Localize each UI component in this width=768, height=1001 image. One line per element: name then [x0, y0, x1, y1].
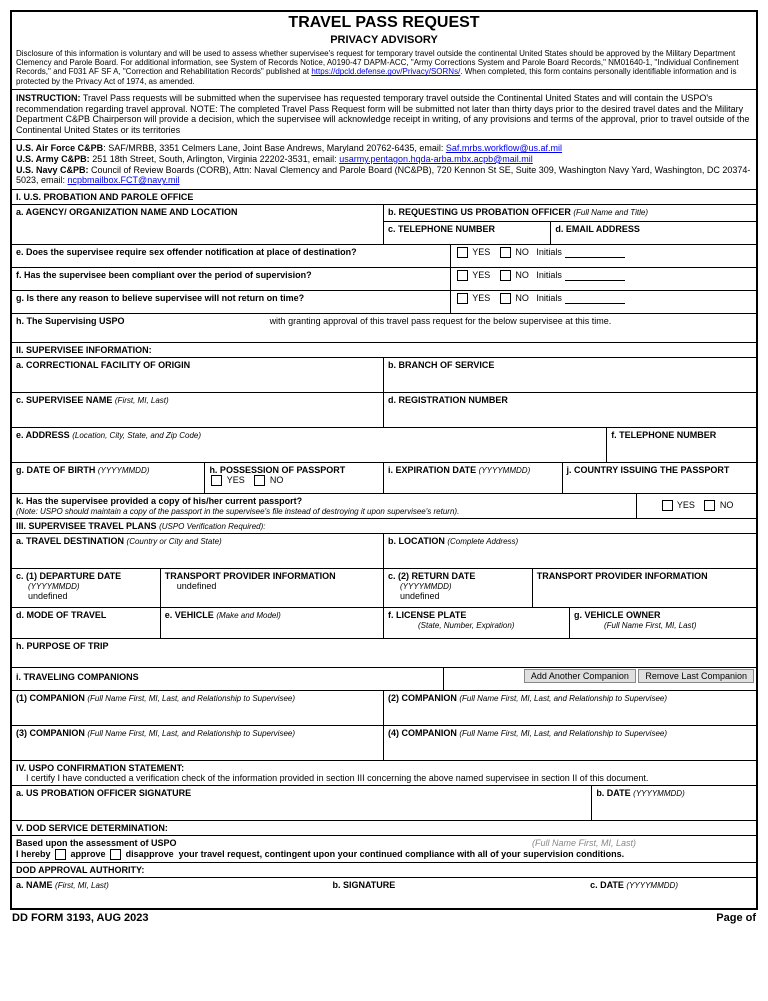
field-2e: e. ADDRESS [16, 430, 70, 440]
field-1a: a. AGENCY/ ORGANIZATION NAME AND LOCATIO… [16, 207, 238, 217]
checkbox-2h-yes[interactable] [211, 475, 222, 486]
field-3c1: c. (1) DEPARTURE DATE [16, 571, 121, 581]
field-4a: a. US PROBATION OFFICER SIGNATURE [16, 788, 191, 798]
row-1f: f. Has the supervisee been compliant ove… [12, 267, 756, 290]
row-2ghij: g. DATE OF BIRTH (YYYYMMDD) h. POSSESSIO… [12, 462, 756, 493]
checkbox-1g-yes[interactable] [457, 293, 468, 304]
form-container: TRAVEL PASS REQUEST PRIVACY ADVISORY Dis… [10, 10, 758, 910]
row-1h: h. The Supervising USPO with granting ap… [12, 313, 756, 342]
field-3tpi2: TRANSPORT PROVIDER INFORMATION [537, 571, 708, 581]
field-3b: b. LOCATION [388, 536, 445, 546]
field-1d: d. EMAIL ADDRESS [555, 224, 640, 234]
section-4-head: IV. USPO CONFIRMATION STATEMENT: I certi… [12, 760, 756, 785]
contacts-block: U.S. Air Force C&PB: SAF/MRBB, 3351 Celm… [12, 139, 756, 189]
row-companions-head: i. TRAVELING COMPANIONS Add Another Comp… [12, 667, 756, 690]
navy-email-link[interactable]: ncpbmailbox.FCT@navy.mil [68, 175, 180, 185]
army-email-link[interactable]: usarmy.pentagon.hqda-arba.mbx.acpb@mail.… [339, 154, 533, 164]
checkbox-approve[interactable] [55, 849, 66, 860]
row-4ab: a. US PROBATION OFFICER SIGNATURE b. DAT… [12, 785, 756, 820]
row-1e: e. Does the supervisee require sex offen… [12, 244, 756, 267]
field-3h: h. PURPOSE OF TRIP [16, 641, 109, 651]
instruction-block: INSTRUCTION: Travel Pass requests will b… [12, 89, 756, 139]
checkbox-1e-yes[interactable] [457, 247, 468, 258]
row-2ab: a. CORRECTIONAL FACILITY OF ORIGIN b. BR… [12, 357, 756, 392]
field-3tpi1: TRANSPORT PROVIDER INFORMATION [165, 571, 336, 581]
field-4b: b. DATE [596, 788, 630, 798]
section-2-head: II. SUPERVISEE INFORMATION: [12, 342, 756, 357]
row-5-based: Based upon the assessment of USPO (Full … [12, 835, 756, 862]
field-2a: a. CORRECTIONAL FACILITY OF ORIGIN [16, 360, 190, 370]
section-3-head: III. SUPERVISEE TRAVEL PLANS (USPO Verif… [12, 518, 756, 533]
af-email-link[interactable]: Saf.mrbs.workflow@us.af.mil [446, 143, 562, 153]
page-number: Page of [716, 912, 756, 924]
checkbox-1f-yes[interactable] [457, 270, 468, 281]
field-2f: f. TELEPHONE NUMBER [611, 430, 716, 440]
field-2c: c. SUPERVISEE NAME [16, 395, 112, 405]
checkbox-1e-no[interactable] [500, 247, 511, 258]
field-2i: i. EXPIRATION DATE [388, 465, 476, 475]
row-3ab: a. TRAVEL DESTINATION (Country or City a… [12, 533, 756, 568]
section-1-head: I. U.S. PROBATION AND PAROLE OFFICE [12, 189, 756, 204]
privacy-text: Disclosure of this information is volunt… [12, 48, 756, 89]
field-5b: b. SIGNATURE [332, 880, 395, 890]
checkbox-disapprove[interactable] [110, 849, 121, 860]
row-1ab: a. AGENCY/ ORGANIZATION NAME AND LOCATIO… [12, 204, 756, 244]
checkbox-2h-no[interactable] [254, 475, 265, 486]
field-1c: c. TELEPHONE NUMBER [388, 224, 495, 234]
field-3f: f. LICENSE PLATE [388, 610, 466, 620]
privacy-subtitle: PRIVACY ADVISORY [12, 34, 756, 48]
form-title: TRAVEL PASS REQUEST [12, 12, 756, 34]
field-3e: e. VEHICLE [165, 610, 214, 620]
checkbox-1g-no[interactable] [500, 293, 511, 304]
form-number: DD FORM 3193, AUG 2023 [12, 912, 149, 924]
field-1b: b. REQUESTING US PROBATION OFFICER [388, 207, 571, 217]
privacy-link[interactable]: https://dpcld.defense.gov/Privacy/SORNs/ [311, 67, 460, 76]
field-2h: h. POSSESSION OF PASSPORT [209, 465, 345, 475]
row-2cd: c. SUPERVISEE NAME (First, MI, Last) d. … [12, 392, 756, 427]
row-5abc: a. NAME (First, MI, Last) b. SIGNATURE c… [12, 877, 756, 908]
field-2d: d. REGISTRATION NUMBER [388, 395, 508, 405]
field-3g: g. VEHICLE OWNER [574, 610, 661, 620]
row-3defg: d. MODE OF TRAVEL e. VEHICLE (Make and M… [12, 607, 756, 638]
field-3c2: c. (2) RETURN DATE [388, 571, 475, 581]
remove-companion-button[interactable]: Remove Last Companion [638, 669, 754, 683]
section-5-head: V. DOD SERVICE DETERMINATION: [12, 820, 756, 835]
row-3c: c. (1) DEPARTURE DATE(YYYYMMDD)undefined… [12, 568, 756, 607]
field-3a: a. TRAVEL DESTINATION [16, 536, 124, 546]
field-5c: c. DATE [590, 880, 624, 890]
checkbox-1f-no[interactable] [500, 270, 511, 281]
dod-head: DOD APPROVAL AUTHORITY: [12, 862, 756, 877]
checkbox-2k-yes[interactable] [662, 500, 673, 511]
field-5a: a. NAME [16, 880, 53, 890]
field-2b: b. BRANCH OF SERVICE [388, 360, 494, 370]
checkbox-2k-no[interactable] [704, 500, 715, 511]
row-comp-12: (1) COMPANION (Full Name First, MI, Last… [12, 690, 756, 725]
field-2j: j. COUNTRY ISSUING THE PASSPORT [567, 465, 730, 475]
row-3h: h. PURPOSE OF TRIP [12, 638, 756, 667]
field-3d: d. MODE OF TRAVEL [16, 610, 106, 620]
form-footer: DD FORM 3193, AUG 2023 Page of [10, 912, 758, 924]
row-2k: k. Has the supervisee provided a copy of… [12, 493, 756, 518]
field-2g: g. DATE OF BIRTH [16, 465, 95, 475]
add-companion-button[interactable]: Add Another Companion [524, 669, 636, 683]
row-1g: g. Is there any reason to believe superv… [12, 290, 756, 313]
row-comp-34: (3) COMPANION (Full Name First, MI, Last… [12, 725, 756, 760]
row-2ef: e. ADDRESS (Location, City, State, and Z… [12, 427, 756, 462]
